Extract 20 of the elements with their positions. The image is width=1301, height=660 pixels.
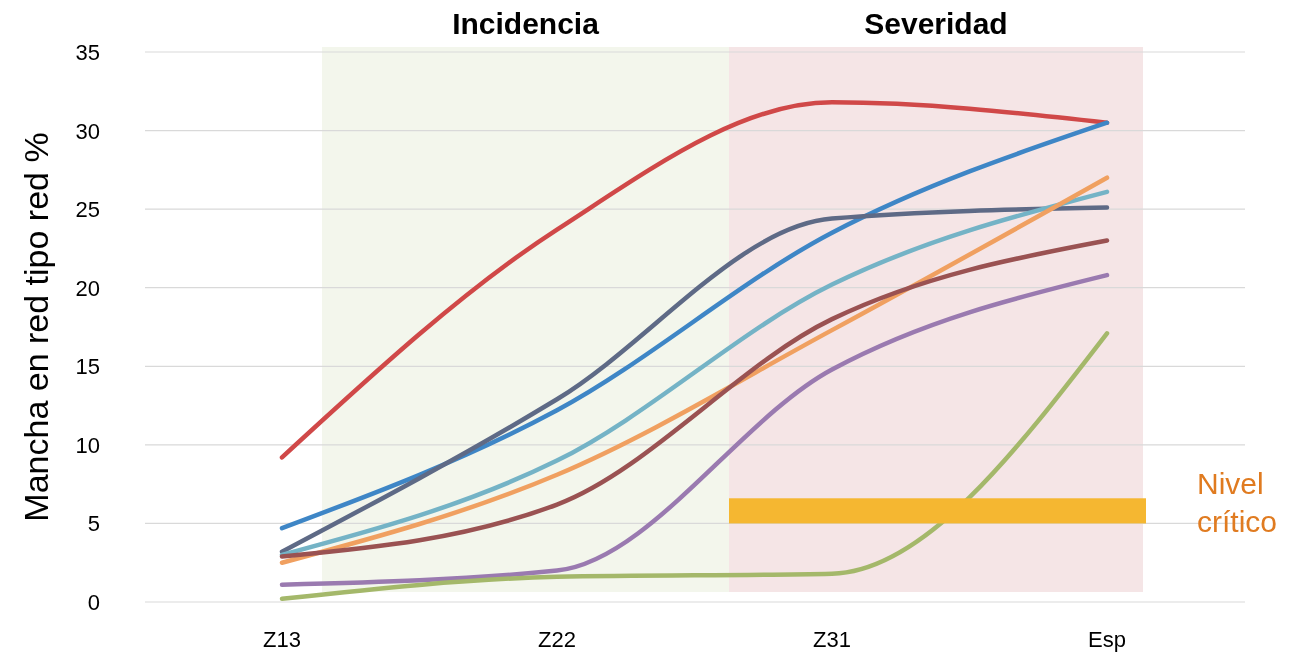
line-series xyxy=(279,120,1110,531)
y-tick-label: 10 xyxy=(75,432,100,458)
y-tick-label: 20 xyxy=(75,275,100,301)
y-tick-label: 15 xyxy=(75,354,100,380)
x-tick-label: Z31 xyxy=(813,627,851,652)
text: Incidencia xyxy=(452,7,600,40)
line-series xyxy=(279,331,1110,602)
x-tick-label: Esp xyxy=(1088,627,1126,652)
y-axis-title: Mancha en red tipo red % xyxy=(17,132,55,522)
line-series xyxy=(279,100,1110,460)
band-label: Nivel crítico xyxy=(1197,467,1278,539)
x-tick-label: Z13 xyxy=(263,627,301,652)
y-tick-label: 0 xyxy=(87,590,100,615)
y-tick-label: 5 xyxy=(87,511,100,537)
x-tick-label: Z22 xyxy=(538,627,576,652)
y-tick-label: 30 xyxy=(75,118,100,144)
y-tick-label: 25 xyxy=(75,197,100,223)
text: Severidad xyxy=(864,7,1008,40)
line-series xyxy=(279,272,1110,587)
y-tick-label: 35 xyxy=(75,40,100,65)
